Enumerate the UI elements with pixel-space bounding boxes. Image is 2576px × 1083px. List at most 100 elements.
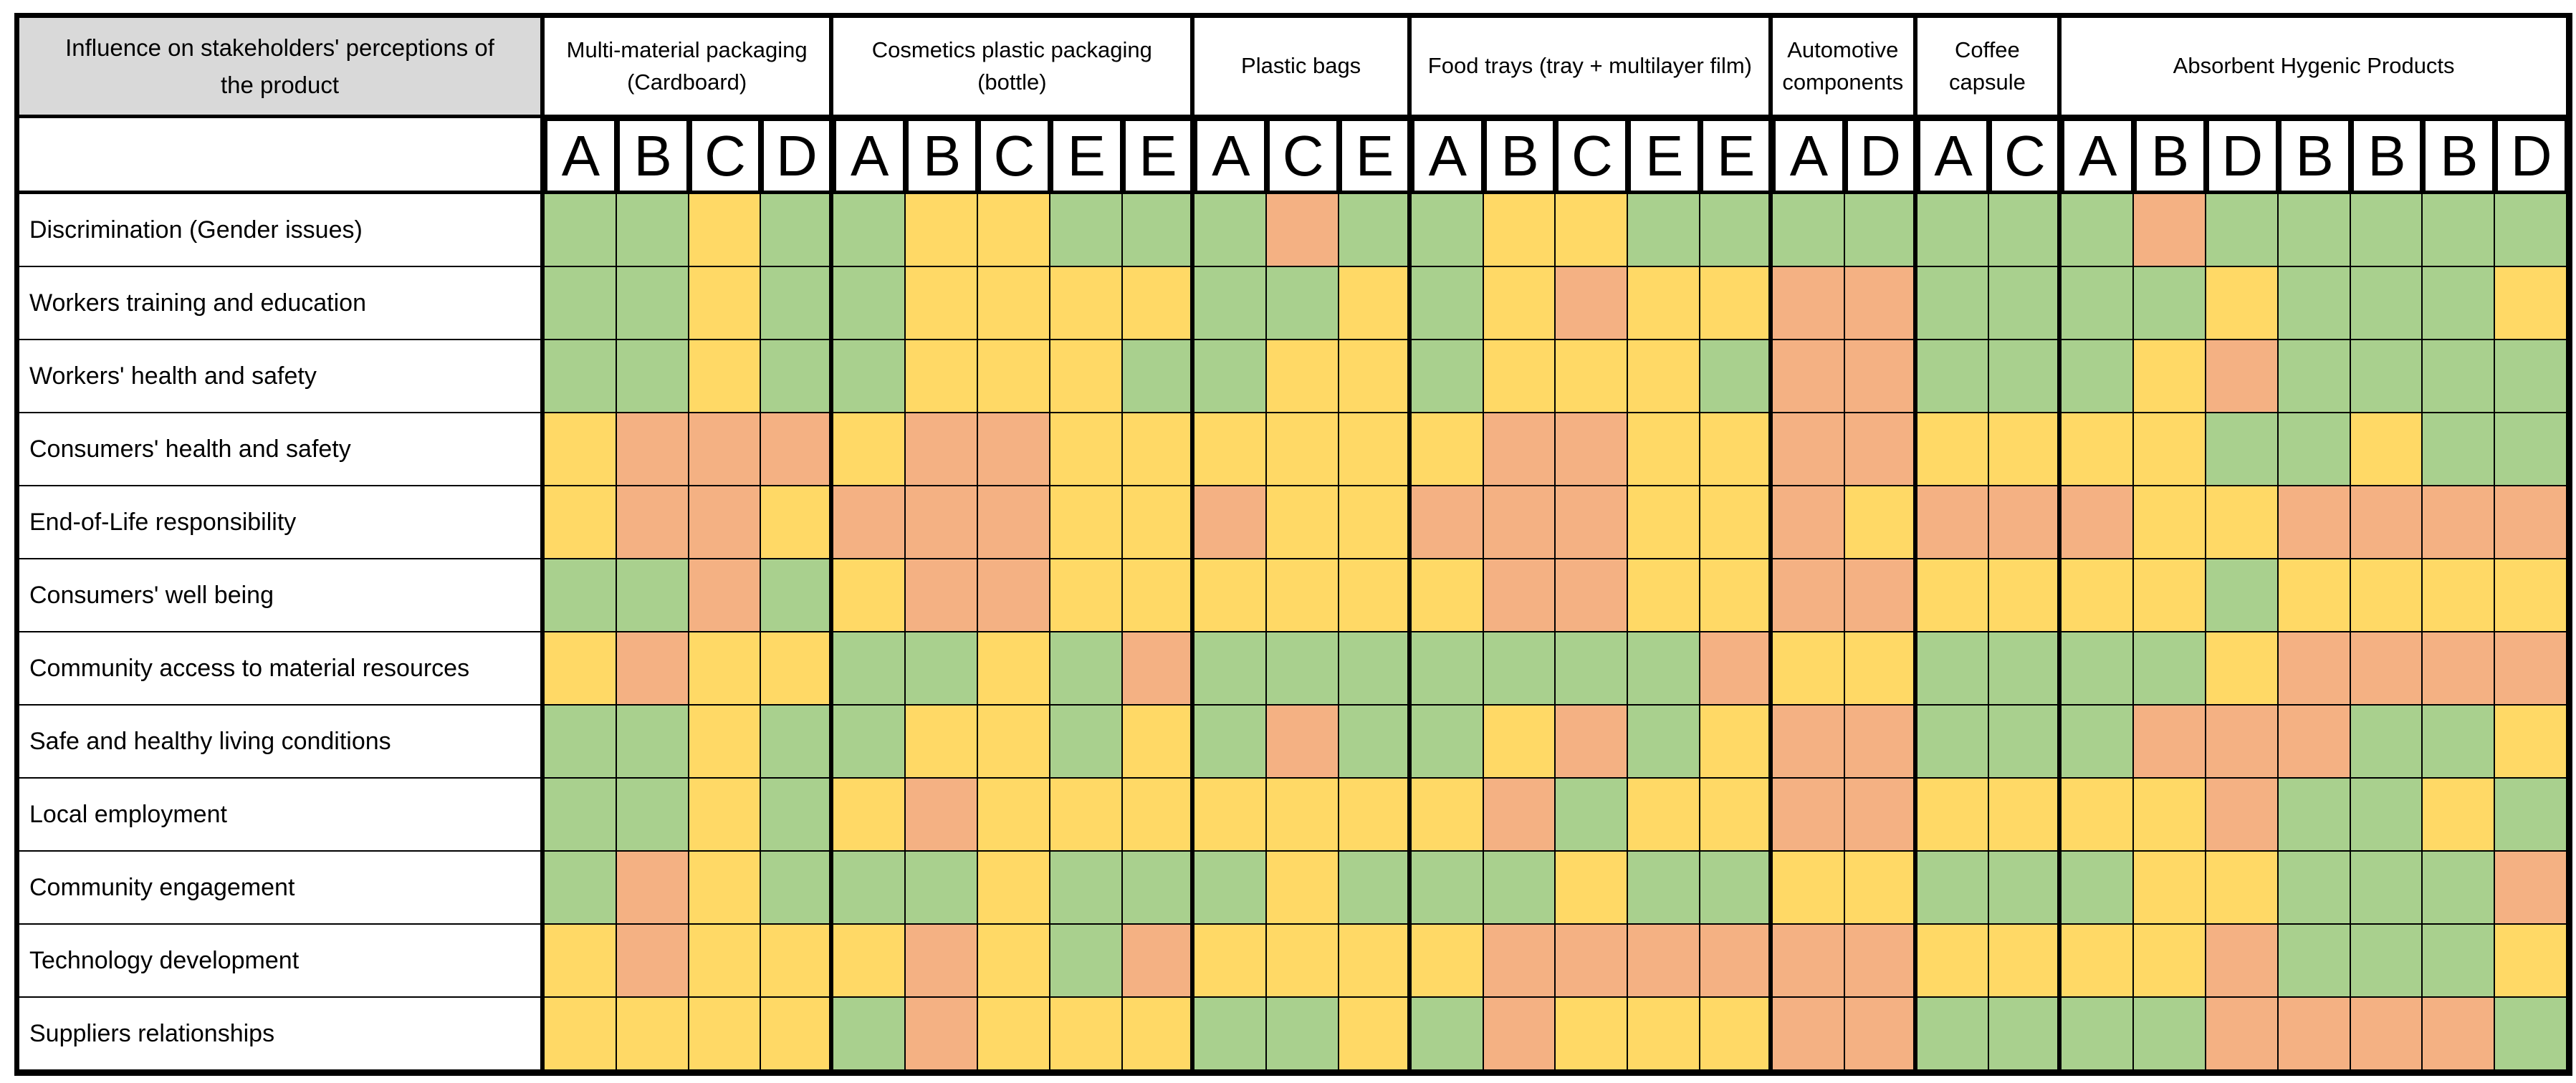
matrix-cell[interactable]: [1628, 852, 1701, 925]
scenario-letter-cell[interactable]: E: [1339, 118, 1412, 194]
matrix-cell[interactable]: [1772, 486, 1845, 559]
matrix-cell[interactable]: [1772, 852, 1845, 925]
matrix-cell[interactable]: [2134, 559, 2206, 632]
matrix-cell[interactable]: [1844, 632, 1917, 706]
matrix-cell[interactable]: [1483, 925, 1556, 998]
matrix-cell[interactable]: [1700, 486, 1773, 559]
matrix-cell[interactable]: [2495, 194, 2567, 267]
matrix-cell[interactable]: [1411, 632, 1484, 706]
matrix-cell[interactable]: [761, 852, 834, 925]
matrix-cell[interactable]: [1483, 852, 1556, 925]
matrix-cell[interactable]: [1700, 267, 1773, 340]
matrix-cell[interactable]: [1917, 486, 1990, 559]
scenario-letter-cell[interactable]: E: [1122, 118, 1195, 194]
matrix-cell[interactable]: [1122, 925, 1195, 998]
matrix-cell[interactable]: [1411, 706, 1484, 779]
matrix-cell[interactable]: [1772, 779, 1845, 852]
matrix-cell[interactable]: [1483, 340, 1556, 413]
matrix-cell[interactable]: [616, 925, 689, 998]
matrix-cell[interactable]: [1483, 706, 1556, 779]
matrix-cell[interactable]: [2134, 925, 2206, 998]
matrix-cell[interactable]: [906, 706, 978, 779]
matrix-cell[interactable]: [689, 194, 762, 267]
matrix-cell[interactable]: [2423, 559, 2496, 632]
matrix-cell[interactable]: [1339, 194, 1412, 267]
scenario-letter-cell[interactable]: A: [2062, 118, 2135, 194]
matrix-cell[interactable]: [1122, 706, 1195, 779]
matrix-cell[interactable]: [2134, 632, 2206, 706]
matrix-cell[interactable]: [1050, 559, 1123, 632]
matrix-cell[interactable]: [2350, 486, 2423, 559]
matrix-cell[interactable]: [1772, 706, 1845, 779]
matrix-cell[interactable]: [2423, 340, 2496, 413]
scenario-letter-cell[interactable]: A: [1772, 118, 1845, 194]
scenario-letter-cell[interactable]: C: [977, 118, 1050, 194]
matrix-cell[interactable]: [2423, 779, 2496, 852]
matrix-cell[interactable]: [1483, 267, 1556, 340]
matrix-cell[interactable]: [1483, 486, 1556, 559]
matrix-cell[interactable]: [689, 998, 762, 1071]
matrix-cell[interactable]: [1628, 267, 1701, 340]
matrix-cell[interactable]: [1628, 194, 1701, 267]
matrix-cell[interactable]: [2495, 706, 2567, 779]
matrix-cell[interactable]: [1772, 998, 1845, 1071]
matrix-cell[interactable]: [1194, 925, 1268, 998]
matrix-cell[interactable]: [616, 998, 689, 1071]
matrix-cell[interactable]: [833, 559, 906, 632]
matrix-cell[interactable]: [1483, 632, 1556, 706]
matrix-cell[interactable]: [906, 559, 978, 632]
matrix-cell[interactable]: [977, 559, 1050, 632]
matrix-cell[interactable]: [2495, 559, 2567, 632]
scenario-letter-cell[interactable]: E: [1700, 118, 1773, 194]
matrix-cell[interactable]: [2134, 340, 2206, 413]
matrix-cell[interactable]: [2495, 340, 2567, 413]
matrix-cell[interactable]: [1050, 852, 1123, 925]
matrix-cell[interactable]: [1917, 998, 1990, 1071]
matrix-cell[interactable]: [833, 632, 906, 706]
scenario-letter-cell[interactable]: B: [2134, 118, 2206, 194]
matrix-cell[interactable]: [1483, 413, 1556, 486]
matrix-cell[interactable]: [1050, 486, 1123, 559]
matrix-cell[interactable]: [906, 925, 978, 998]
matrix-cell[interactable]: [1989, 267, 2062, 340]
matrix-cell[interactable]: [1050, 267, 1123, 340]
matrix-cell[interactable]: [906, 779, 978, 852]
matrix-cell[interactable]: [1050, 632, 1123, 706]
matrix-cell[interactable]: [2206, 779, 2279, 852]
matrix-cell[interactable]: [2350, 413, 2423, 486]
matrix-cell[interactable]: [2062, 998, 2135, 1071]
matrix-cell[interactable]: [833, 340, 906, 413]
matrix-cell[interactable]: [977, 632, 1050, 706]
matrix-cell[interactable]: [833, 267, 906, 340]
matrix-cell[interactable]: [2278, 267, 2351, 340]
matrix-cell[interactable]: [1917, 632, 1990, 706]
matrix-cell[interactable]: [1194, 998, 1268, 1071]
scenario-letter-cell[interactable]: C: [689, 118, 762, 194]
matrix-cell[interactable]: [1122, 559, 1195, 632]
matrix-cell[interactable]: [1844, 559, 1917, 632]
matrix-cell[interactable]: [1267, 194, 1340, 267]
matrix-cell[interactable]: [1483, 559, 1556, 632]
matrix-cell[interactable]: [2495, 998, 2567, 1071]
matrix-cell[interactable]: [1122, 852, 1195, 925]
matrix-cell[interactable]: [1556, 632, 1629, 706]
matrix-cell[interactable]: [1267, 779, 1340, 852]
matrix-cell[interactable]: [906, 340, 978, 413]
matrix-cell[interactable]: [1122, 340, 1195, 413]
matrix-cell[interactable]: [2062, 559, 2135, 632]
matrix-cell[interactable]: [1050, 998, 1123, 1071]
matrix-cell[interactable]: [545, 559, 617, 632]
matrix-cell[interactable]: [2423, 852, 2496, 925]
matrix-cell[interactable]: [1411, 779, 1484, 852]
matrix-cell[interactable]: [616, 194, 689, 267]
matrix-cell[interactable]: [2495, 852, 2567, 925]
matrix-cell[interactable]: [2495, 413, 2567, 486]
matrix-cell[interactable]: [689, 632, 762, 706]
matrix-cell[interactable]: [1989, 632, 2062, 706]
matrix-cell[interactable]: [761, 340, 834, 413]
matrix-cell[interactable]: [616, 706, 689, 779]
matrix-cell[interactable]: [1411, 413, 1484, 486]
matrix-cell[interactable]: [2206, 852, 2279, 925]
matrix-cell[interactable]: [1194, 779, 1268, 852]
matrix-cell[interactable]: [1267, 267, 1340, 340]
